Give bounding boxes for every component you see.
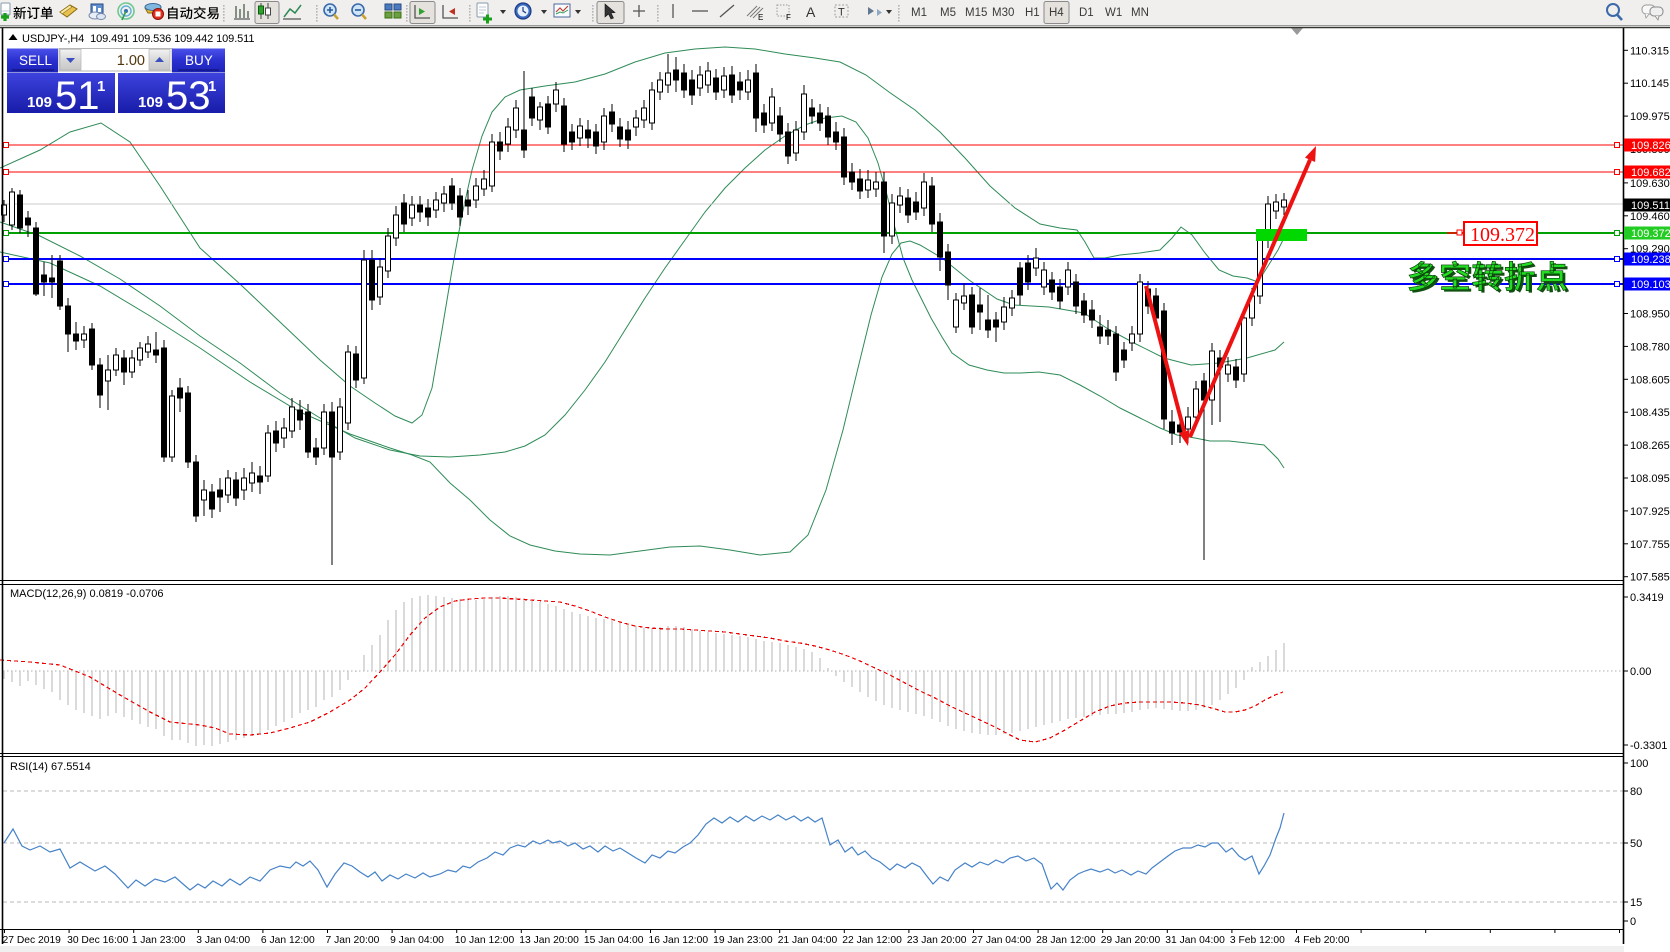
- svg-text:1.00: 1.00: [117, 53, 145, 69]
- svg-text:31 Jan 04:00: 31 Jan 04:00: [1165, 935, 1225, 946]
- svg-text:E: E: [758, 13, 763, 22]
- svg-text:3 Feb 12:00: 3 Feb 12:00: [1230, 935, 1285, 946]
- svg-text:-0.3301: -0.3301: [1630, 740, 1667, 752]
- svg-text:27 Jan 04:00: 27 Jan 04:00: [972, 935, 1032, 946]
- svg-text:51: 51: [55, 74, 100, 118]
- svg-text:108.950: 108.950: [1630, 309, 1670, 321]
- svg-text:109: 109: [138, 94, 163, 111]
- svg-text:M5: M5: [940, 7, 956, 19]
- svg-text:M1: M1: [911, 7, 927, 19]
- svg-text:28 Jan 12:00: 28 Jan 12:00: [1036, 935, 1096, 946]
- svg-text:109.630: 109.630: [1630, 178, 1670, 190]
- svg-text:0: 0: [1630, 916, 1636, 928]
- svg-text:M15: M15: [965, 7, 987, 19]
- svg-text:3 Jan 04:00: 3 Jan 04:00: [196, 935, 250, 946]
- svg-text:15: 15: [1630, 897, 1642, 909]
- svg-text:109.975: 109.975: [1630, 111, 1670, 123]
- svg-text:7 Jan 20:00: 7 Jan 20:00: [326, 935, 380, 946]
- svg-text:23 Jan 20:00: 23 Jan 20:00: [907, 935, 967, 946]
- svg-text:21 Jan 04:00: 21 Jan 04:00: [778, 935, 838, 946]
- svg-text:108.095: 108.095: [1630, 473, 1670, 485]
- svg-text:107.585: 107.585: [1630, 572, 1670, 584]
- svg-text:22 Jan 12:00: 22 Jan 12:00: [842, 935, 902, 946]
- svg-text:SELL: SELL: [19, 53, 53, 68]
- svg-text:MN: MN: [1131, 7, 1149, 19]
- svg-text:A: A: [806, 4, 816, 20]
- svg-text:0.3419: 0.3419: [1630, 592, 1664, 604]
- svg-text:27 Dec 2019: 27 Dec 2019: [3, 935, 62, 946]
- svg-text:100: 100: [1630, 758, 1648, 770]
- svg-text:MACD(12,26,9) 0.0819 -0.0706: MACD(12,26,9) 0.0819 -0.0706: [10, 588, 163, 600]
- svg-text:13 Jan 20:00: 13 Jan 20:00: [519, 935, 579, 946]
- svg-text:15 Jan 04:00: 15 Jan 04:00: [584, 935, 644, 946]
- svg-text:T: T: [838, 7, 845, 19]
- svg-text:H1: H1: [1025, 7, 1040, 19]
- svg-text:1: 1: [97, 78, 105, 95]
- svg-text:10 Jan 12:00: 10 Jan 12:00: [455, 935, 515, 946]
- svg-text:W1: W1: [1105, 7, 1122, 19]
- svg-text:1: 1: [208, 78, 216, 95]
- svg-text:50: 50: [1630, 838, 1642, 850]
- svg-text:109.826: 109.826: [1631, 140, 1670, 152]
- svg-text:4 Feb 20:00: 4 Feb 20:00: [1295, 935, 1350, 946]
- svg-text:108.605: 108.605: [1630, 374, 1670, 386]
- svg-text:109.372: 109.372: [1470, 224, 1535, 246]
- svg-text:109.511: 109.511: [1631, 200, 1670, 212]
- svg-text:107.755: 107.755: [1630, 539, 1670, 551]
- svg-text:9 Jan 04:00: 9 Jan 04:00: [390, 935, 444, 946]
- svg-text:108.435: 108.435: [1630, 407, 1670, 419]
- svg-text:53: 53: [166, 74, 211, 118]
- svg-text:0.00: 0.00: [1630, 666, 1651, 678]
- svg-text:19 Jan 23:00: 19 Jan 23:00: [713, 935, 773, 946]
- svg-text:1 Jan 23:00: 1 Jan 23:00: [132, 935, 186, 946]
- svg-text:109: 109: [27, 94, 52, 111]
- svg-text:108.780: 108.780: [1630, 341, 1670, 353]
- svg-text:108.265: 108.265: [1630, 440, 1670, 452]
- svg-text:109.372: 109.372: [1631, 228, 1670, 240]
- svg-text:109.238: 109.238: [1631, 254, 1670, 266]
- svg-text:109.103: 109.103: [1631, 279, 1670, 291]
- svg-text:D1: D1: [1079, 7, 1094, 19]
- svg-text:110.145: 110.145: [1630, 78, 1669, 90]
- svg-text:29 Jan 20:00: 29 Jan 20:00: [1101, 935, 1161, 946]
- svg-text:H4: H4: [1049, 7, 1064, 19]
- svg-text:30 Dec 16:00: 30 Dec 16:00: [67, 935, 129, 946]
- svg-text:M30: M30: [992, 7, 1014, 19]
- svg-text:USDJPY-,H4 109.491 109.536 10: USDJPY-,H4 109.491 109.536 109.442 109.5…: [22, 33, 254, 45]
- svg-text:16 Jan 12:00: 16 Jan 12:00: [649, 935, 709, 946]
- svg-text:110.315: 110.315: [1630, 45, 1669, 57]
- svg-text:RSI(14) 67.5514: RSI(14) 67.5514: [10, 761, 91, 773]
- svg-text:F: F: [786, 13, 791, 22]
- svg-text:80: 80: [1630, 786, 1642, 798]
- svg-text:BUY: BUY: [185, 53, 213, 68]
- svg-text:107.925: 107.925: [1630, 506, 1670, 518]
- svg-text:109.460: 109.460: [1630, 211, 1670, 223]
- svg-text:6 Jan 12:00: 6 Jan 12:00: [261, 935, 315, 946]
- svg-text:109.682: 109.682: [1631, 167, 1670, 179]
